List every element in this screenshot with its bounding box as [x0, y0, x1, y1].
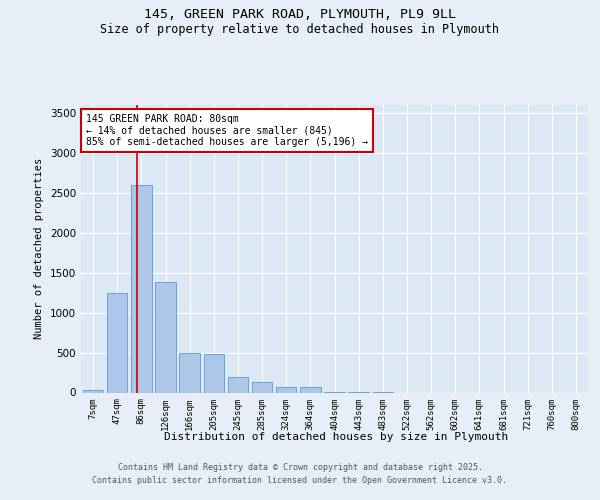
Text: 145 GREEN PARK ROAD: 80sqm
← 14% of detached houses are smaller (845)
85% of sem: 145 GREEN PARK ROAD: 80sqm ← 14% of deta…	[86, 114, 368, 147]
Bar	[276, 387, 296, 392]
Bar	[252, 382, 272, 392]
Bar	[155, 282, 176, 393]
Bar	[131, 185, 152, 392]
Bar	[179, 352, 200, 393]
Text: Contains HM Land Registry data © Crown copyright and database right 2025.: Contains HM Land Registry data © Crown c…	[118, 464, 482, 472]
Y-axis label: Number of detached properties: Number of detached properties	[34, 158, 44, 340]
Bar	[203, 354, 224, 393]
Bar	[227, 376, 248, 392]
Bar	[83, 390, 103, 392]
Bar	[107, 292, 127, 392]
Text: Contains public sector information licensed under the Open Government Licence v3: Contains public sector information licen…	[92, 476, 508, 485]
Bar	[300, 387, 320, 392]
Text: Distribution of detached houses by size in Plymouth: Distribution of detached houses by size …	[164, 432, 508, 442]
Text: 145, GREEN PARK ROAD, PLYMOUTH, PL9 9LL: 145, GREEN PARK ROAD, PLYMOUTH, PL9 9LL	[144, 8, 456, 20]
Text: Size of property relative to detached houses in Plymouth: Size of property relative to detached ho…	[101, 22, 499, 36]
